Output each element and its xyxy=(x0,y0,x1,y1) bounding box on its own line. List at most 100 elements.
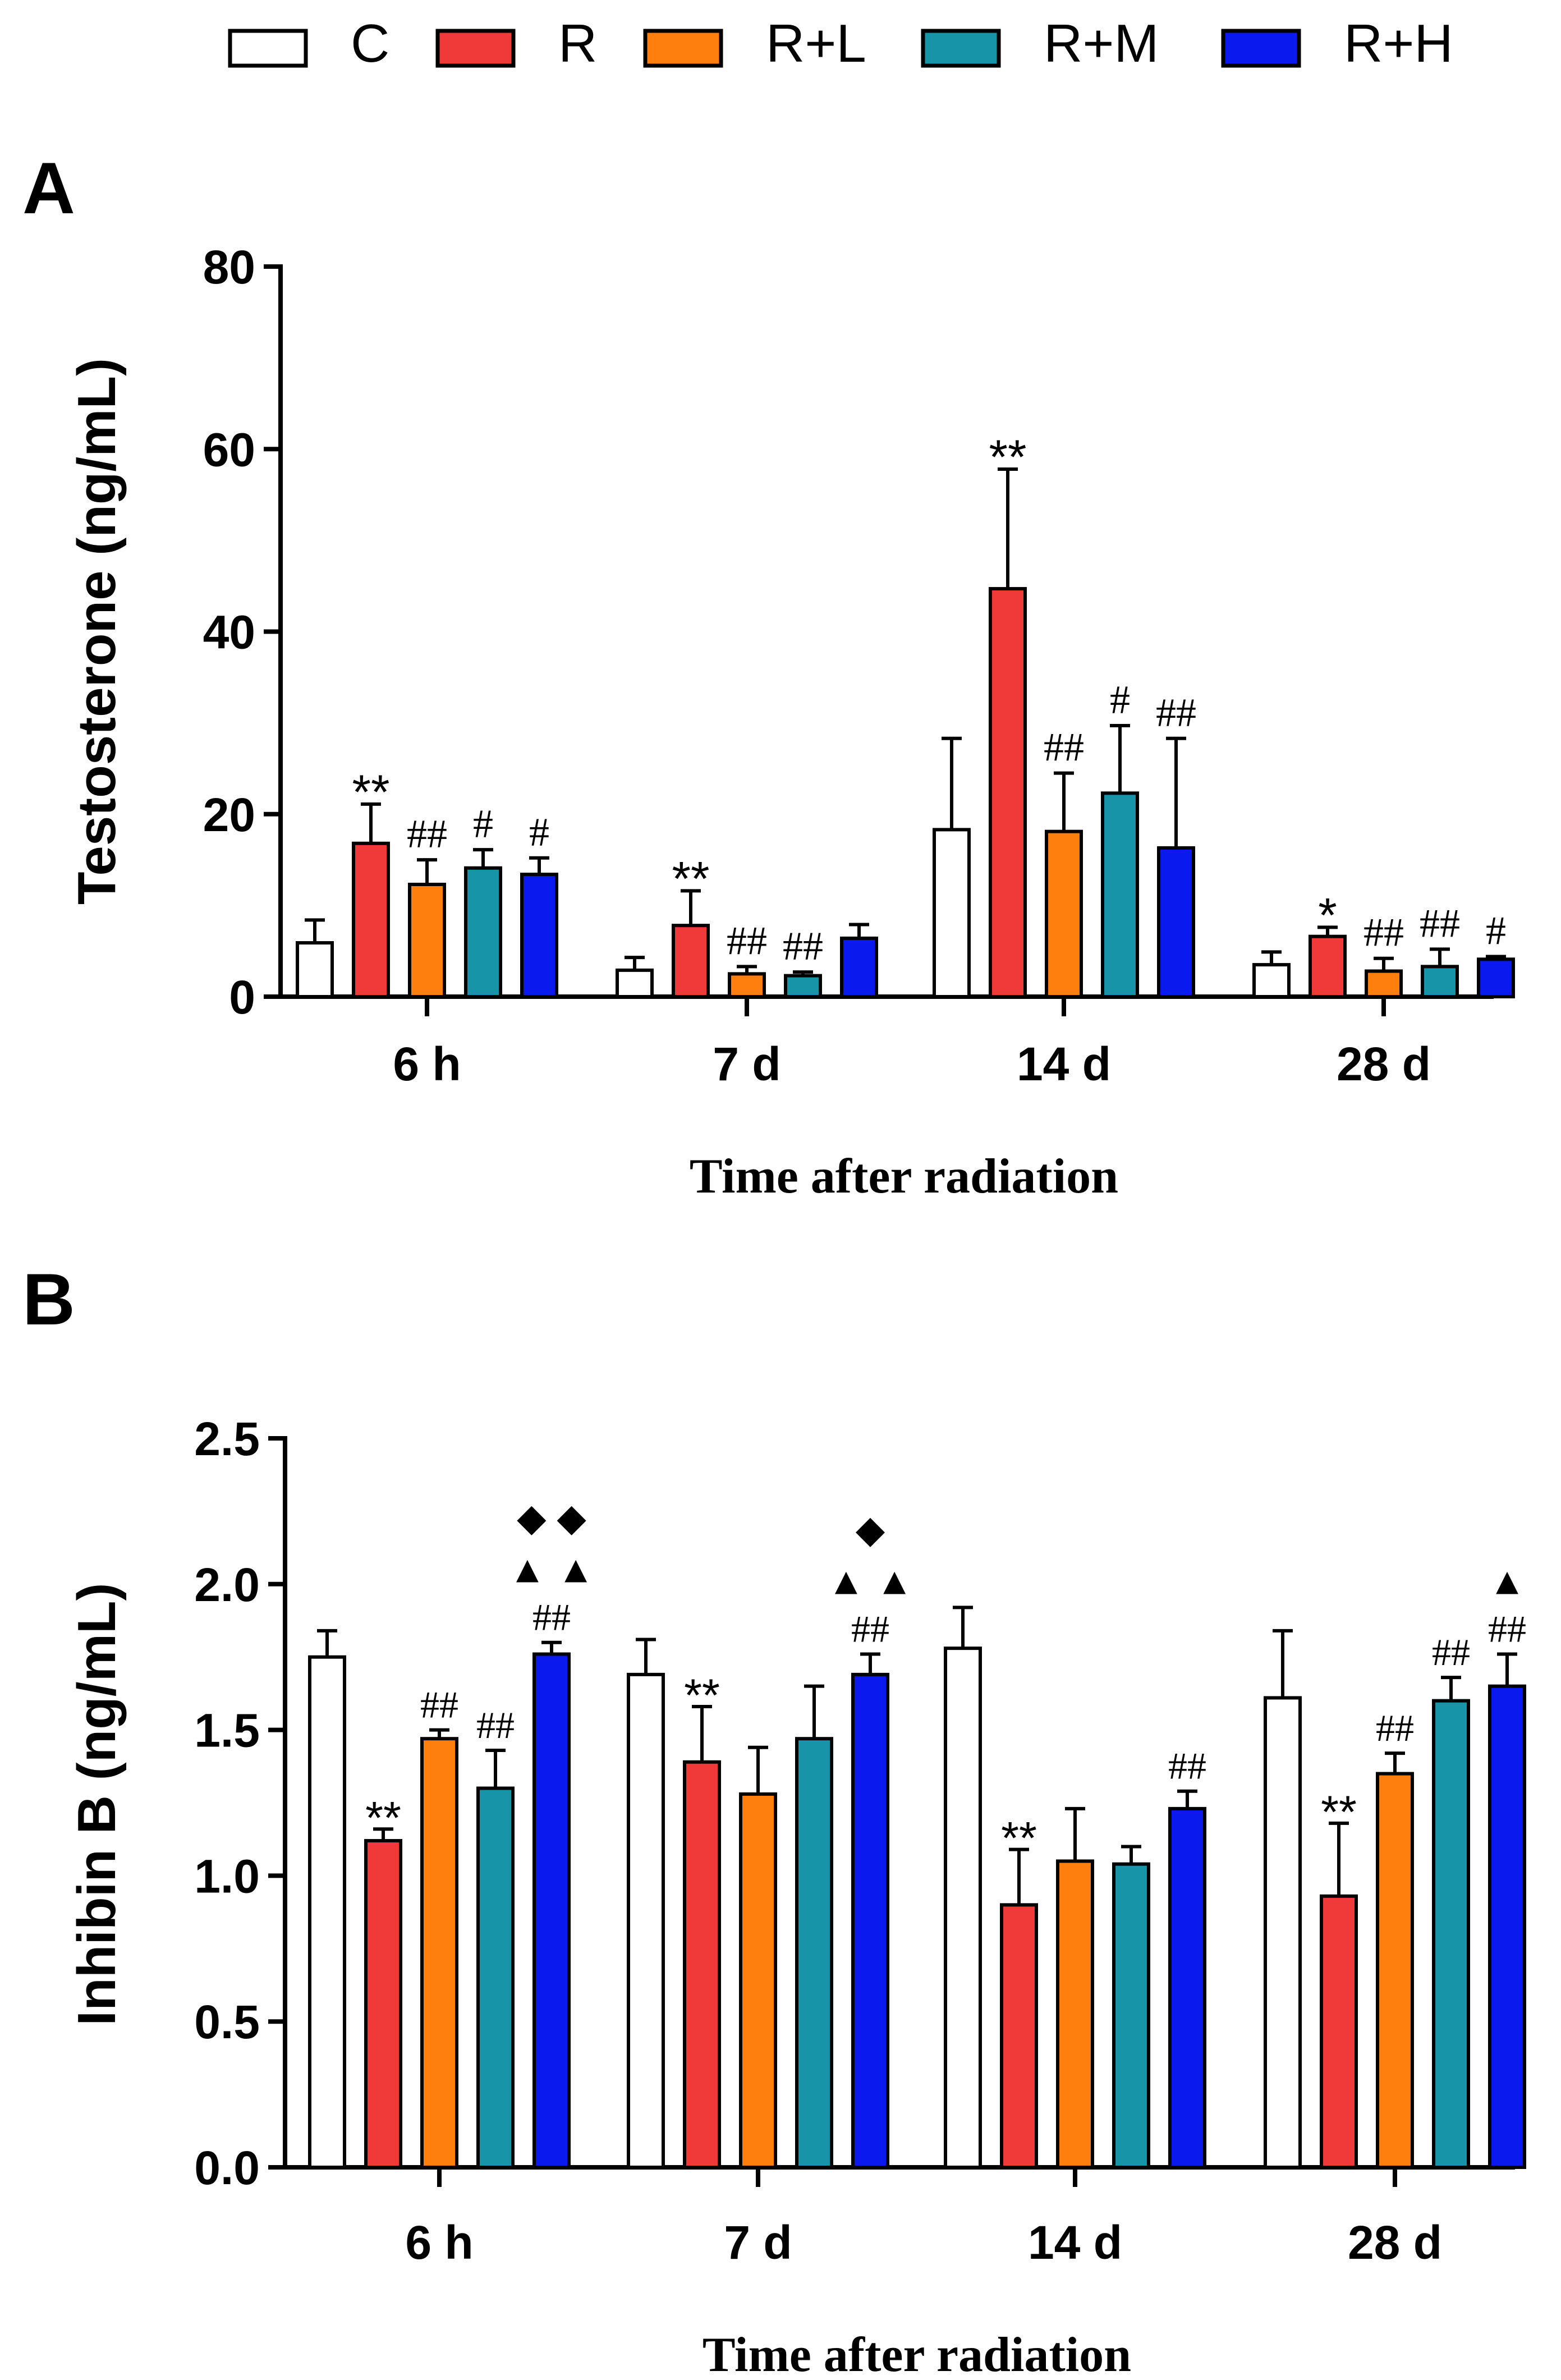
y-tick-label: 0 xyxy=(229,971,255,1024)
bar-c-6h xyxy=(308,1655,346,2169)
legend-item-c: C xyxy=(228,13,389,74)
legend-swatch xyxy=(643,29,723,68)
significance-hash: ## xyxy=(1044,725,1084,770)
bar-r-plus-m-14d xyxy=(1101,791,1139,998)
bar-r-plus-l-28d xyxy=(1376,1772,1414,2170)
bar-r-plus-h-28d xyxy=(1477,957,1515,998)
bar-r-plus-h-28d xyxy=(1488,1684,1526,2169)
x-tick-label: 28 d xyxy=(1348,2216,1442,2269)
legend-item-r: R xyxy=(435,13,597,74)
legend-swatch xyxy=(228,29,308,68)
bar-c-28d xyxy=(1264,1696,1302,2170)
significance-hash: ## xyxy=(851,1608,889,1650)
bar-r-plus-h-6h xyxy=(532,1652,571,2169)
significance-triangles: ▲ ▲ xyxy=(508,1548,595,1591)
bar-r-plus-m-28d xyxy=(1432,1699,1470,2169)
bar-r-plus-m-7d xyxy=(784,974,822,998)
x-axis-label: Time after radiation xyxy=(690,1149,1118,1204)
x-tick-label: 7 d xyxy=(724,2216,792,2269)
bar-r-plus-m-6h xyxy=(476,1786,515,2169)
significance-stars: * xyxy=(1318,888,1337,942)
bar-r-plus-h-7d xyxy=(851,1672,889,2169)
x-tick-label: 14 d xyxy=(1017,1038,1111,1090)
significance-hash: ## xyxy=(1488,1608,1526,1650)
bar-r-6h xyxy=(352,841,390,999)
y-tick-label: 0.0 xyxy=(194,2141,260,2194)
panel-letter: A xyxy=(22,147,75,229)
significance-hash: ## xyxy=(783,924,823,969)
x-axis-label: Time after radiation xyxy=(703,2328,1131,2377)
y-tick-label: 0.5 xyxy=(194,1996,260,2048)
y-tick-label: 1.0 xyxy=(194,1850,260,1902)
y-tick-label: 20 xyxy=(203,788,255,841)
significance-hash: ## xyxy=(1420,901,1460,946)
bar-r-14d xyxy=(1000,1903,1038,2170)
significance-diamonds: ◆ xyxy=(856,1508,885,1551)
significance-hash: ## xyxy=(1432,1631,1470,1673)
legend-item-r-plus-m: R+M xyxy=(921,13,1159,74)
significance-triangles: ▲ xyxy=(1488,1560,1526,1603)
legend-label: R+M xyxy=(1044,13,1159,74)
x-tick-label: 6 h xyxy=(393,1038,461,1090)
bar-r-28d xyxy=(1320,1894,1358,2169)
y-tick-label: 80 xyxy=(203,241,255,294)
legend-swatch xyxy=(921,29,1001,68)
bar-c-14d xyxy=(933,828,971,998)
significance-stars: ** xyxy=(365,1792,401,1844)
bar-r-6h xyxy=(364,1839,402,2170)
significance-hash: # xyxy=(473,801,493,846)
significance-hash: ## xyxy=(420,1684,458,1726)
significance-hash: # xyxy=(1486,908,1506,953)
bar-r-7d xyxy=(672,924,710,998)
bar-r-plus-l-14d xyxy=(1056,1859,1094,2169)
legend-swatch xyxy=(1221,29,1301,68)
bar-c-6h xyxy=(296,941,334,999)
significance-hash: ## xyxy=(476,1704,515,1746)
bar-c-7d xyxy=(627,1672,665,2169)
y-tick-label: 2.5 xyxy=(194,1413,260,1465)
bar-c-28d xyxy=(1252,963,1291,999)
legend-item-r-plus-l: R+L xyxy=(643,13,866,74)
y-tick-label: 1.5 xyxy=(194,1704,260,1757)
y-tick-label: 2.0 xyxy=(194,1558,260,1611)
legend-swatch xyxy=(435,29,516,68)
bar-r-28d xyxy=(1309,934,1347,998)
bar-r-plus-l-14d xyxy=(1045,829,1083,999)
legend: C R R+L R+M R+H xyxy=(228,13,1453,74)
significance-hash: ## xyxy=(1363,910,1404,955)
bar-r-plus-h-14d xyxy=(1168,1806,1206,2170)
legend-item-r-plus-h: R+H xyxy=(1221,13,1453,74)
bar-c-7d xyxy=(616,968,654,998)
bar-c-14d xyxy=(944,1647,982,2170)
significance-hash: ## xyxy=(407,811,447,856)
bar-r-plus-h-7d xyxy=(840,936,878,999)
significance-stars: ** xyxy=(989,430,1027,484)
bar-r-plus-h-6h xyxy=(520,873,558,999)
significance-hash: ## xyxy=(1168,1745,1206,1787)
y-tick-label: 40 xyxy=(203,606,255,659)
bar-r-plus-l-6h xyxy=(420,1737,458,2169)
legend-label: R xyxy=(558,13,597,74)
significance-hash: ## xyxy=(1376,1707,1414,1749)
x-tick-label: 7 d xyxy=(713,1038,780,1090)
bar-r-plus-l-7d xyxy=(739,1792,777,2170)
bar-r-plus-m-14d xyxy=(1112,1862,1150,2169)
x-tick-label: 14 d xyxy=(1028,2216,1122,2269)
legend-label: C xyxy=(351,13,389,74)
significance-stars: ** xyxy=(672,852,710,906)
legend-label: R+H xyxy=(1344,13,1453,74)
bar-r-plus-m-28d xyxy=(1421,965,1459,998)
y-axis-label: Testosterone (ng/mL) xyxy=(67,358,127,905)
bar-r-plus-l-6h xyxy=(408,882,446,998)
significance-stars: ** xyxy=(1321,1787,1357,1838)
y-axis-label: Inhibin B (ng/mL) xyxy=(67,1583,127,2025)
significance-triangles: ▲ ▲ xyxy=(827,1560,913,1603)
x-tick-label: 28 d xyxy=(1337,1038,1431,1090)
bar-r-plus-l-28d xyxy=(1365,969,1403,998)
bar-r-plus-m-6h xyxy=(464,866,502,998)
significance-stars: ** xyxy=(352,765,390,819)
bar-r-plus-m-7d xyxy=(795,1737,833,2169)
